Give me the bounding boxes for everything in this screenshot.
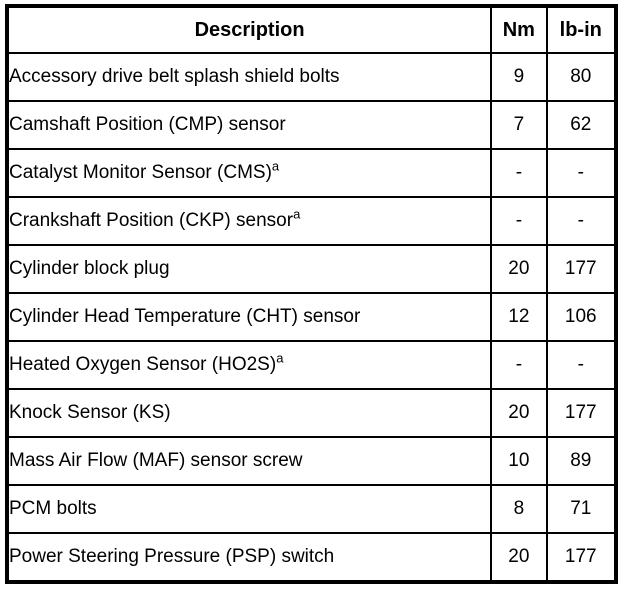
table-header-row: Description Nm lb-in [5,5,618,54]
cell-nm: 20 [490,388,548,438]
cell-description: Cylinder Head Temperature (CHT) sensor [5,292,493,342]
header-lb-in: lb-in [545,5,618,54]
cell-lb-in: - [545,148,618,198]
cell-description: Mass Air Flow (MAF) sensor screw [5,436,493,486]
cell-description: PCM bolts [5,484,493,534]
description-text: Power Steering Pressure (PSP) switch [9,545,335,567]
table-row: Camshaft Position (CMP) sensor 7 62 [5,100,618,150]
description-text: Mass Air Flow (MAF) sensor screw [9,449,303,471]
cell-description: Catalyst Monitor Sensor (CMS)a [5,148,493,198]
description-text: Accessory drive belt splash shield bolts [9,65,340,87]
cell-description: Heated Oxygen Sensor (HO2S)a [5,340,493,390]
cell-description: Knock Sensor (KS) [5,388,493,438]
table-row: PCM bolts 8 71 [5,484,618,534]
cell-nm: 8 [490,484,548,534]
table-row: Power Steering Pressure (PSP) switch 20 … [5,532,618,583]
cell-nm: 20 [490,244,548,294]
description-text: Camshaft Position (CMP) sensor [9,113,286,135]
table-row: Knock Sensor (KS) 20 177 [5,388,618,438]
cell-lb-in: 177 [545,244,618,294]
cell-description: Crankshaft Position (CKP) sensora [5,196,493,246]
header-description: Description [5,5,493,54]
cell-description: Power Steering Pressure (PSP) switch [5,532,493,583]
cell-nm: 10 [490,436,548,486]
footnote-marker: a [276,350,284,366]
cell-nm: - [490,340,548,390]
description-text: Cylinder block plug [9,257,170,279]
cell-nm: 12 [490,292,548,342]
description-text: Heated Oxygen Sensor (HO2S) [9,353,277,375]
cell-description: Accessory drive belt splash shield bolts [5,52,493,102]
cell-nm: 7 [490,100,548,150]
cell-lb-in: 89 [545,436,618,486]
description-text: Knock Sensor (KS) [9,401,171,423]
cell-nm: 9 [490,52,548,102]
description-text: Cylinder Head Temperature (CHT) sensor [9,305,361,327]
description-text: PCM bolts [9,497,97,519]
cell-nm: - [490,148,548,198]
table-row: Mass Air Flow (MAF) sensor screw 10 89 [5,436,618,486]
cell-lb-in: 106 [545,292,618,342]
cell-lb-in: 71 [545,484,618,534]
table-row: Catalyst Monitor Sensor (CMS)a - - [5,148,618,198]
description-text: Catalyst Monitor Sensor (CMS) [9,161,272,183]
cell-lb-in: 177 [545,388,618,438]
table-row: Accessory drive belt splash shield bolts… [5,52,618,102]
footnote-marker: a [271,158,280,174]
table-row: Heated Oxygen Sensor (HO2S)a - - [5,340,618,390]
cell-lb-in: - [545,340,618,390]
cell-lb-in: - [545,196,618,246]
cell-description: Cylinder block plug [5,244,493,294]
torque-spec-table: Description Nm lb-in Accessory drive bel… [5,4,618,584]
cell-lb-in: 62 [545,100,618,150]
table-row: Crankshaft Position (CKP) sensora - - [5,196,618,246]
cell-lb-in: 177 [545,532,618,583]
description-text: Crankshaft Position (CKP) sensor [9,209,294,231]
header-nm: Nm [490,5,548,54]
cell-nm: 20 [490,532,548,583]
cell-description: Camshaft Position (CMP) sensor [5,100,493,150]
footnote-marker: a [293,206,301,222]
table-row: Cylinder block plug 20 177 [5,244,618,294]
cell-nm: - [490,196,548,246]
cell-lb-in: 80 [545,52,618,102]
table-row: Cylinder Head Temperature (CHT) sensor 1… [5,292,618,342]
